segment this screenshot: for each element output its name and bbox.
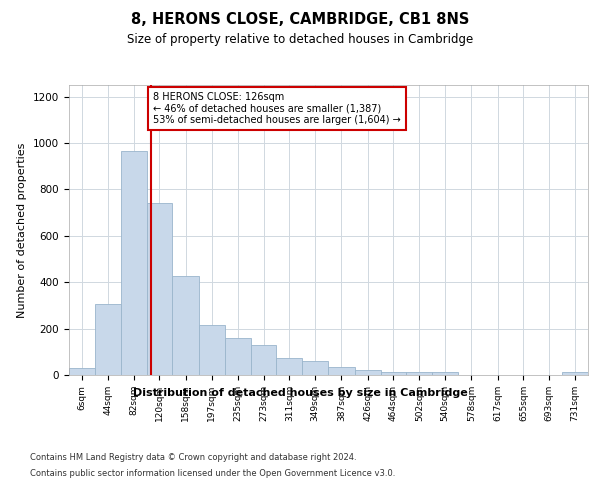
Bar <box>69 368 95 375</box>
Bar <box>199 325 225 375</box>
Bar <box>225 338 251 375</box>
Bar <box>251 345 277 375</box>
Bar <box>121 151 146 375</box>
Bar <box>432 372 458 375</box>
Bar <box>380 372 406 375</box>
Bar <box>562 372 588 375</box>
Bar <box>355 370 380 375</box>
Y-axis label: Number of detached properties: Number of detached properties <box>17 142 28 318</box>
Text: Contains HM Land Registry data © Crown copyright and database right 2024.: Contains HM Land Registry data © Crown c… <box>30 452 356 462</box>
Bar <box>328 367 355 375</box>
Text: Size of property relative to detached houses in Cambridge: Size of property relative to detached ho… <box>127 32 473 46</box>
Text: Contains public sector information licensed under the Open Government Licence v3: Contains public sector information licen… <box>30 468 395 477</box>
Bar <box>302 361 328 375</box>
Bar <box>95 304 121 375</box>
Text: 8 HERONS CLOSE: 126sqm
← 46% of detached houses are smaller (1,387)
53% of semi-: 8 HERONS CLOSE: 126sqm ← 46% of detached… <box>154 92 401 125</box>
Bar <box>172 276 199 375</box>
Text: Distribution of detached houses by size in Cambridge: Distribution of detached houses by size … <box>133 388 467 398</box>
Bar <box>406 372 432 375</box>
Bar <box>277 358 302 375</box>
Text: 8, HERONS CLOSE, CAMBRIDGE, CB1 8NS: 8, HERONS CLOSE, CAMBRIDGE, CB1 8NS <box>131 12 469 28</box>
Bar <box>146 204 172 375</box>
